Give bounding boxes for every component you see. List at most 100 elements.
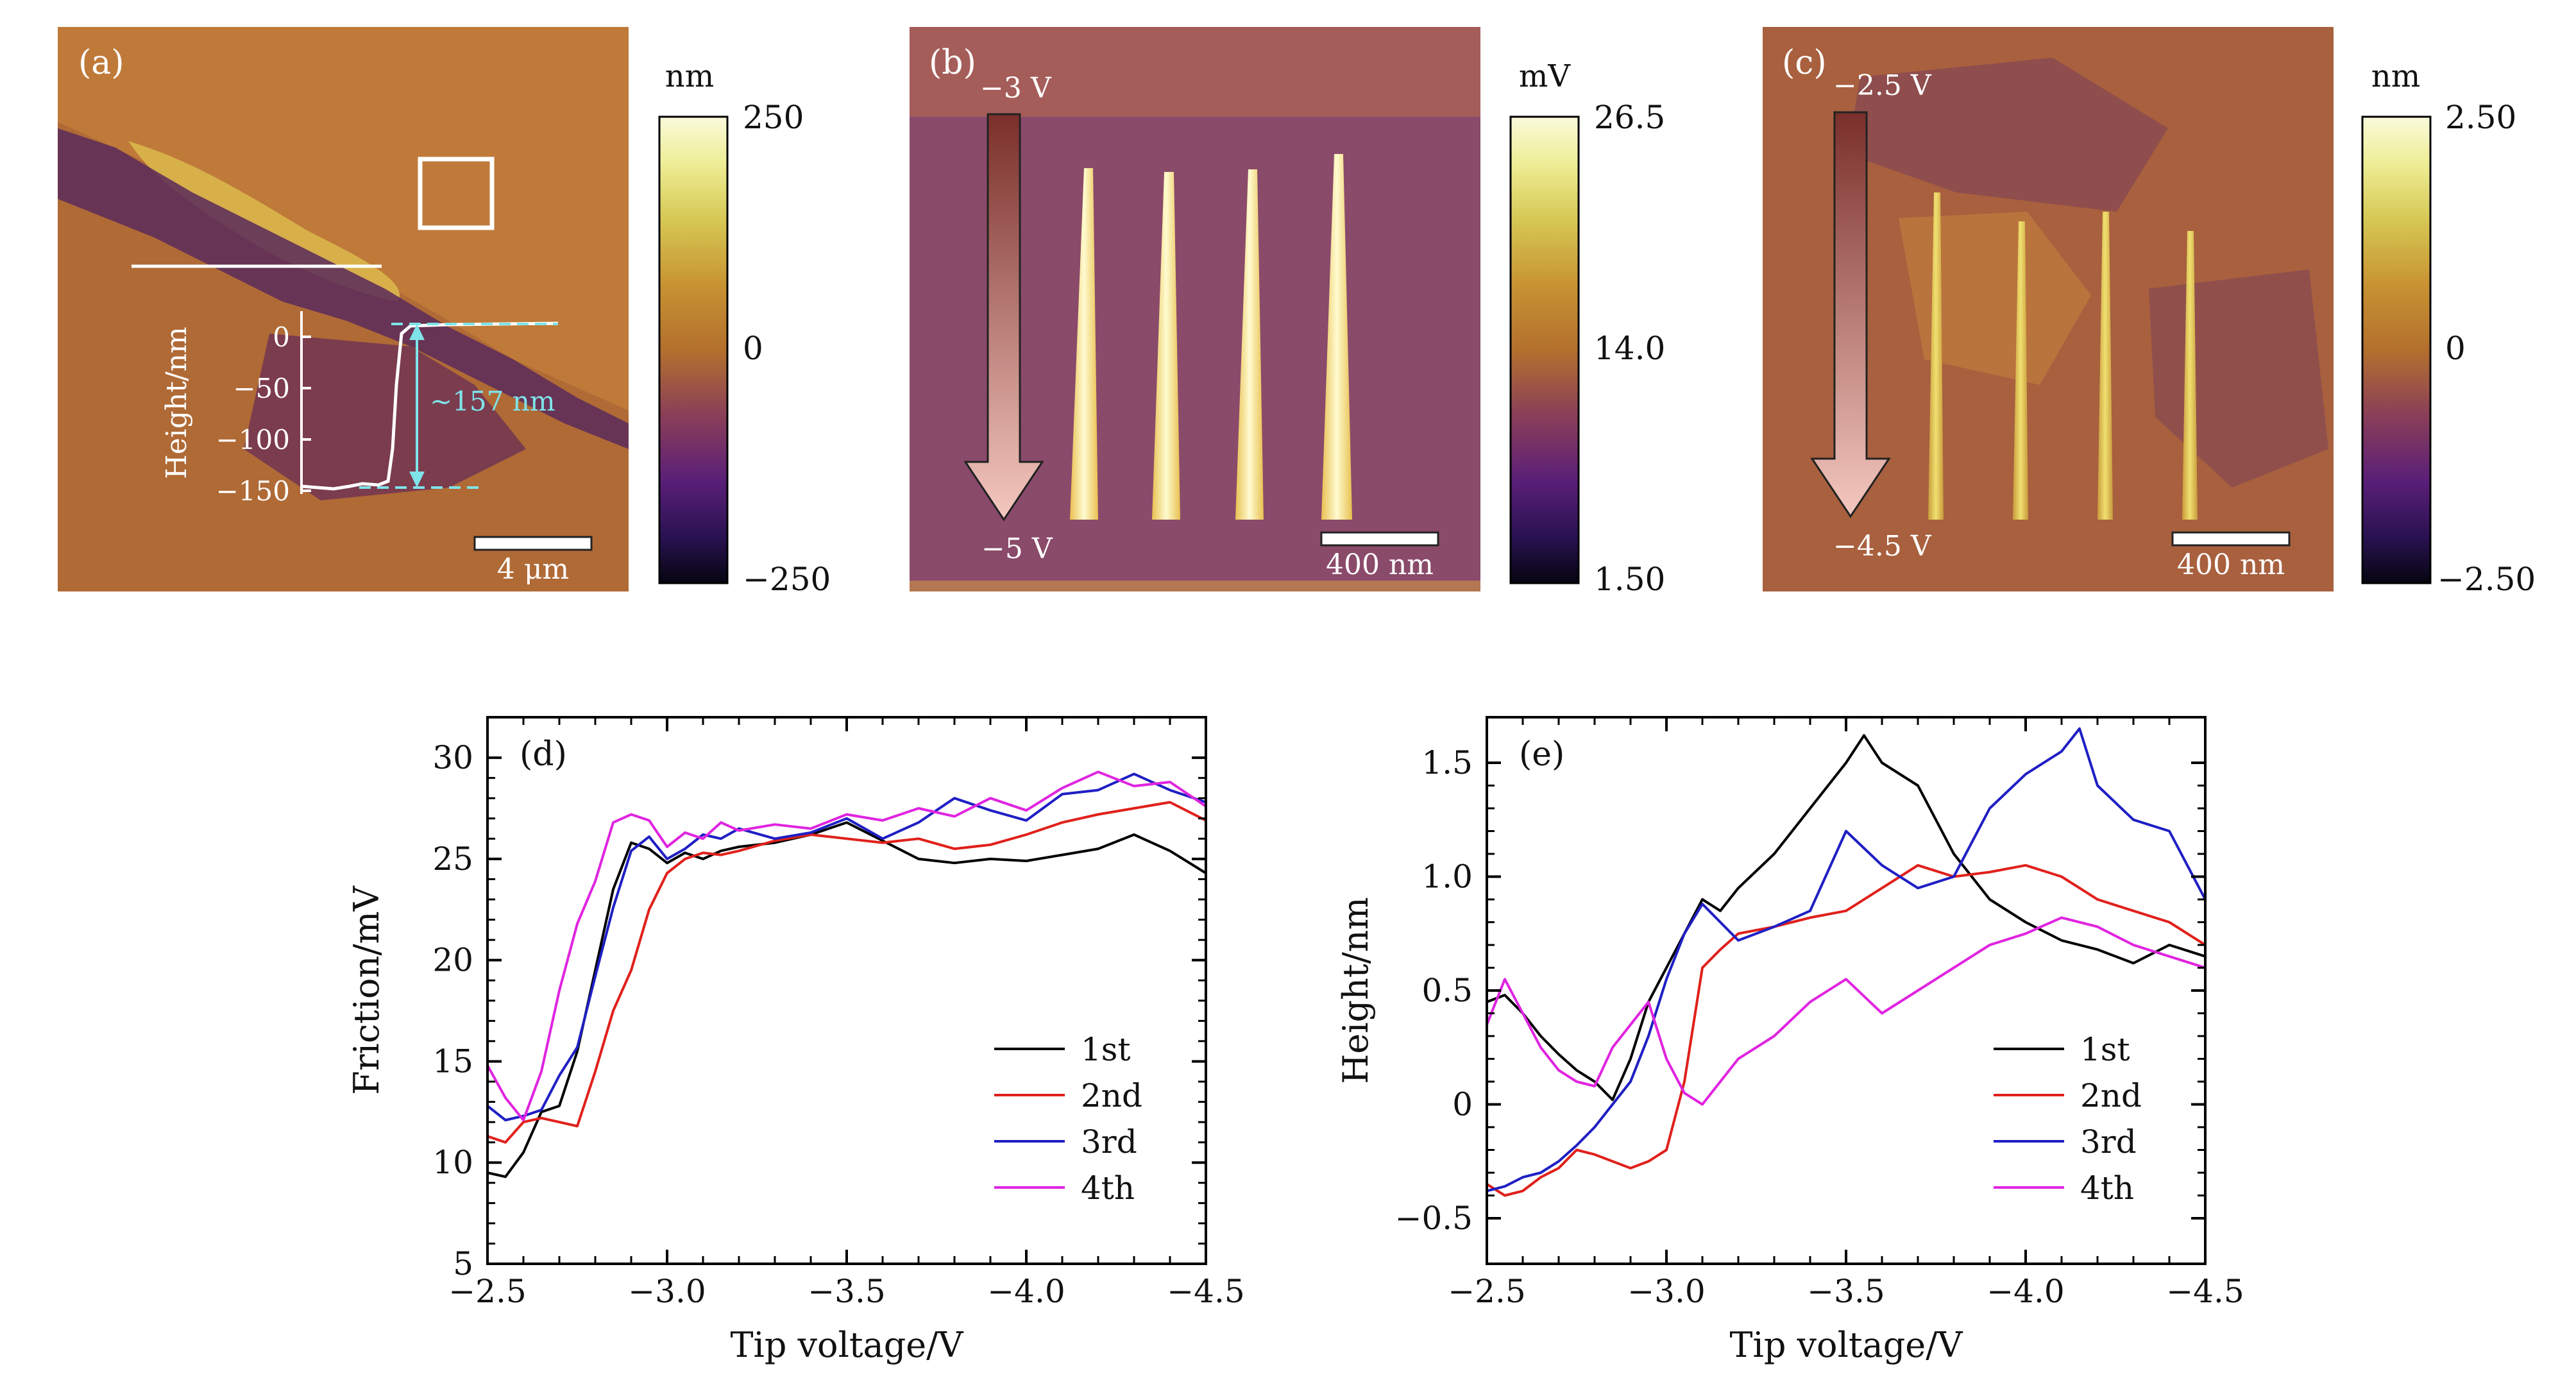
colorbar-a: nm 250 0 −250 [658, 58, 831, 598]
colorbar-tick-top-a: 250 [743, 99, 804, 136]
voltage-sweep-arrow-c [1810, 111, 1891, 518]
scalebar-b [1320, 531, 1439, 547]
x-tick-label: −3.0 [628, 1273, 706, 1310]
legend-entry: 4th [2080, 1170, 2134, 1207]
colorbar-unit-b: mV [1519, 58, 1572, 94]
series-group [1487, 727, 2205, 1197]
series-line-4th [487, 770, 1206, 1121]
stripe-b-3 [1235, 169, 1264, 520]
plot-friction-vs-voltage: −2.5 −3.0 −3.5 −4.0 −4.5 5 10 15 20 25 30 Tip volta… [346, 716, 1245, 1365]
voltage-start-b: −3 V [980, 72, 1052, 105]
voltage-start-c: −2.5 V [1833, 69, 1932, 102]
series-line-3rd [1487, 727, 2205, 1193]
scalebar-c [2171, 531, 2291, 547]
colorbar-gradient-b [1509, 115, 1580, 584]
y-tick-label: 20 [432, 942, 473, 979]
colorbar-gradient-c [2361, 115, 2432, 584]
panel-a: (a) 0 −50 −100 −150 Height/nm ~157 nm 4 … [58, 27, 831, 598]
colorbar-unit-a: nm [665, 58, 714, 94]
image-b-top-shading [910, 27, 1480, 117]
inset-ytick-50: −50 [233, 373, 290, 404]
stripe-c-4 [2182, 231, 2198, 520]
legend-entry: 3rd [1081, 1123, 1137, 1161]
voltage-sweep-arrow-b [963, 113, 1044, 522]
colorbar-tick-top-b: 26.5 [1594, 99, 1665, 136]
series-line-2nd [487, 801, 1206, 1144]
panel-label: (d) [520, 735, 567, 774]
panel-b: (b) −3 V −5 V 400 nm mV 26.5 14.0 1.50 [910, 27, 1665, 598]
scalebar-label-b: 400 nm [1326, 549, 1434, 581]
x-tick-label: −3.0 [1627, 1273, 1705, 1310]
y-tick-label: 5 [453, 1245, 473, 1282]
legend-entry: 4th [1081, 1170, 1135, 1207]
colorbar-tick-mid-a: 0 [743, 330, 763, 367]
panel-label-b: (b) [929, 44, 976, 82]
series-line-4th [1487, 916, 2205, 1106]
x-tick-label: −2.5 [448, 1273, 526, 1310]
y-axis-label: Height/nm [1335, 897, 1376, 1084]
y-axis-label: Friction/mV [346, 885, 387, 1094]
inset-ylabel: Height/nm [160, 327, 193, 479]
colorbar-tick-bottom-b: 1.50 [1594, 561, 1665, 598]
voltage-end-b: −5 V [981, 532, 1053, 565]
stripe-b-4 [1321, 154, 1352, 520]
colorbar-tick-top-c: 2.50 [2445, 99, 2516, 136]
voltage-end-c: −4.5 V [1833, 530, 1932, 563]
y-tick-label: 30 [432, 739, 473, 776]
legend-entry: 3rd [2080, 1123, 2137, 1161]
x-tick-label: −4.0 [1987, 1273, 2064, 1310]
series-group [487, 770, 1206, 1178]
image-b-bottom-edge [910, 581, 1480, 591]
panel-label: (e) [1519, 735, 1564, 774]
x-tick-label: −3.5 [1807, 1273, 1885, 1310]
x-tick-label: −3.5 [808, 1273, 885, 1310]
plot-height-vs-voltage: −2.5 −3.0 −3.5 −4.0 −4.5 −0.5 0 0.5 1.0 1.5 Tip vo… [1335, 716, 2244, 1365]
friction-stripes-b [1070, 154, 1352, 520]
y-tick-label: 0 [1452, 1086, 1473, 1123]
stripe-c-2 [2013, 221, 2028, 520]
purple-trough-region [58, 128, 629, 449]
image-c-purple-patch-1 [1847, 58, 2168, 212]
height-profile-inset: 0 −50 −100 −150 Height/nm ~157 nm [160, 311, 559, 507]
y-tick-label: 1.5 [1421, 744, 1473, 781]
bright-ridge-region [128, 141, 400, 302]
inset-ytick-150: −150 [216, 475, 290, 507]
legend-entry: 2nd [2080, 1077, 2142, 1114]
panel-label-a: (a) [78, 44, 124, 82]
legend-entry: 2nd [1081, 1077, 1142, 1114]
height-stripes-c [1928, 192, 2198, 520]
scalebar-a [473, 536, 593, 551]
y-tick-label: −0.5 [1395, 1200, 1473, 1237]
stripe-b-1 [1070, 168, 1098, 520]
y-tick-label: 1.0 [1421, 858, 1473, 896]
series-line-1st [487, 821, 1206, 1178]
step-height-annotation: ~157 nm [430, 386, 555, 417]
stripe-b-2 [1152, 172, 1180, 520]
panel-c: (c) −2.5 V −4.5 V 400 nm nm 2.50 0 −2.50 [1763, 27, 2536, 598]
inset-ytick-100: −100 [216, 424, 290, 455]
x-tick-label: −4.5 [2166, 1273, 2244, 1310]
y-tick-label: 25 [432, 840, 473, 878]
x-axis-label: Tip voltage/V [731, 1325, 964, 1365]
panel-label-c: (c) [1782, 44, 1827, 82]
colorbar-tick-mid-c: 0 [2445, 330, 2466, 367]
colorbar-b: mV 26.5 14.0 1.50 [1509, 58, 1665, 598]
y-tick-label: 0.5 [1421, 972, 1473, 1009]
image-c-light-patch [1899, 212, 2091, 385]
x-axis-label: Tip voltage/V [1730, 1325, 1963, 1365]
colorbar-gradient-a [658, 115, 729, 584]
colorbar-tick-mid-b: 14.0 [1594, 330, 1665, 367]
legend-entry: 1st [2080, 1031, 2130, 1068]
colorbar-tick-bottom-c: −2.50 [2437, 561, 2536, 598]
lower-trough-region [244, 334, 526, 500]
series-line-3rd [487, 772, 1206, 1121]
scalebar-label-c: 400 nm [2177, 549, 2285, 581]
inset-arrowhead-up [409, 324, 425, 340]
y-tick-label: 15 [432, 1042, 473, 1080]
inset-arrowhead-down [409, 472, 425, 488]
x-tick-label: −4.0 [987, 1273, 1065, 1310]
selection-box [418, 157, 495, 230]
scalebar-label-a: 4 μm [497, 553, 569, 586]
colorbar-unit-c: nm [2371, 58, 2420, 94]
